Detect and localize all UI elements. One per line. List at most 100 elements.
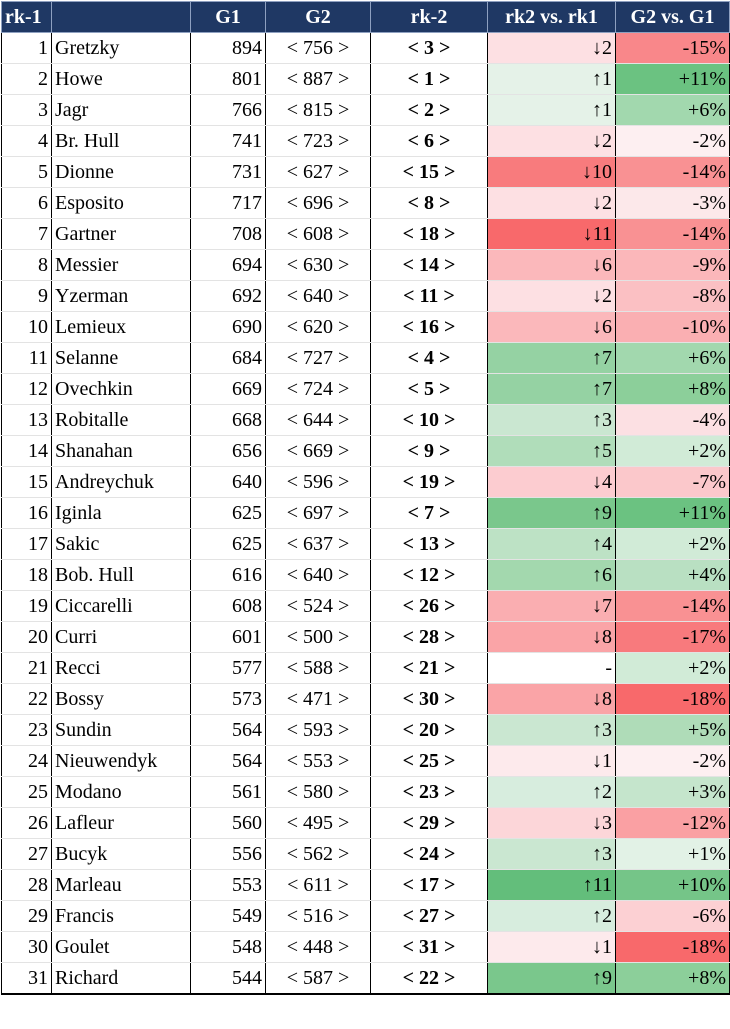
goal-change-cell: -4% (615, 404, 730, 436)
header-g2: G2 (265, 1, 371, 33)
player-name-cell: Sakic (51, 528, 191, 560)
player-name-cell: Andreychuk (51, 466, 191, 498)
table-row: 12 Ovechkin 669 < 724 > < 5 > ↑7 +8% (1, 373, 730, 405)
table-row: 7 Gartner 708 < 608 > < 18 > ↓11 -14% (1, 218, 730, 250)
rank-change-cell: ↑7 (487, 373, 616, 405)
g1-cell: 544 (190, 962, 266, 995)
g1-cell: 731 (190, 156, 266, 188)
rank-change-cell: ↑5 (487, 435, 616, 467)
g2-cell: < 727 > (265, 342, 371, 374)
g1-cell: 601 (190, 621, 266, 653)
rank-2-cell: < 3 > (370, 32, 488, 64)
g2-cell: < 640 > (265, 280, 371, 312)
player-name-cell: Gretzky (51, 32, 191, 64)
rank-cell: 9 (1, 280, 52, 312)
player-name-cell: Sundin (51, 714, 191, 746)
rank-change-cell: ↓2 (487, 280, 616, 312)
table-row: 16 Iginla 625 < 697 > < 7 > ↑9 +11% (1, 497, 730, 529)
g2-cell: < 723 > (265, 125, 371, 157)
table-row: 26 Lafleur 560 < 495 > < 29 > ↓3 -12% (1, 807, 730, 839)
table-header: rk-1 G1 G2 rk-2 rk2 vs. rk1 G2 vs. G1 (1, 1, 730, 33)
rank-2-cell: < 29 > (370, 807, 488, 839)
goal-change-cell: -2% (615, 125, 730, 157)
player-name-cell: Yzerman (51, 280, 191, 312)
table-row: 14 Shanahan 656 < 669 > < 9 > ↑5 +2% (1, 435, 730, 467)
g1-cell: 573 (190, 683, 266, 715)
rank-2-cell: < 24 > (370, 838, 488, 870)
table-row: 23 Sundin 564 < 593 > < 20 > ↑3 +5% (1, 714, 730, 746)
rank-cell: 11 (1, 342, 52, 374)
rank-change-cell: ↓1 (487, 745, 616, 777)
player-name-cell: Jagr (51, 94, 191, 126)
g1-cell: 694 (190, 249, 266, 281)
player-name-cell: Ciccarelli (51, 590, 191, 622)
player-name-cell: Bucyk (51, 838, 191, 870)
rank-2-cell: < 30 > (370, 683, 488, 715)
g2-cell: < 630 > (265, 249, 371, 281)
rank-cell: 1 (1, 32, 52, 64)
player-name-cell: Modano (51, 776, 191, 808)
rank-cell: 27 (1, 838, 52, 870)
rank-cell: 22 (1, 683, 52, 715)
g1-cell: 741 (190, 125, 266, 157)
g2-cell: < 627 > (265, 156, 371, 188)
g1-cell: 801 (190, 63, 266, 95)
rank-change-cell: ↑6 (487, 559, 616, 591)
rank-2-cell: < 2 > (370, 94, 488, 126)
table-row: 13 Robitalle 668 < 644 > < 10 > ↑3 -4% (1, 404, 730, 436)
g1-cell: 553 (190, 869, 266, 901)
goal-change-cell: +1% (615, 838, 730, 870)
g1-cell: 692 (190, 280, 266, 312)
g1-cell: 717 (190, 187, 266, 219)
g2-cell: < 611 > (265, 869, 371, 901)
rank-cell: 14 (1, 435, 52, 467)
table-row: 30 Goulet 548 < 448 > < 31 > ↓1 -18% (1, 931, 730, 963)
player-name-cell: Dionne (51, 156, 191, 188)
rank-cell: 7 (1, 218, 52, 250)
goal-change-cell: -9% (615, 249, 730, 281)
rank-2-cell: < 19 > (370, 466, 488, 498)
g2-cell: < 608 > (265, 218, 371, 250)
g1-cell: 564 (190, 745, 266, 777)
rank-cell: 12 (1, 373, 52, 405)
table-row: 17 Sakic 625 < 637 > < 13 > ↑4 +2% (1, 528, 730, 560)
rank-change-cell: ↑9 (487, 497, 616, 529)
goal-change-cell: -14% (615, 218, 730, 250)
rank-change-cell: ↑11 (487, 869, 616, 901)
goal-change-cell: -8% (615, 280, 730, 312)
player-name-cell: Lemieux (51, 311, 191, 343)
player-name-cell: Messier (51, 249, 191, 281)
g1-cell: 766 (190, 94, 266, 126)
header-rank-1: rk-1 (1, 1, 52, 33)
goal-change-cell: -10% (615, 311, 730, 343)
rank-change-cell: ↓8 (487, 621, 616, 653)
rank-change-cell: ↑7 (487, 342, 616, 374)
table-row: 5 Dionne 731 < 627 > < 15 > ↓10 -14% (1, 156, 730, 188)
rank-2-cell: < 11 > (370, 280, 488, 312)
g1-cell: 640 (190, 466, 266, 498)
g1-cell: 561 (190, 776, 266, 808)
rank-cell: 18 (1, 559, 52, 591)
player-name-cell: Lafleur (51, 807, 191, 839)
header-rank-change: rk2 vs. rk1 (487, 1, 616, 33)
g2-cell: < 887 > (265, 63, 371, 95)
rank-2-cell: < 6 > (370, 125, 488, 157)
g2-cell: < 516 > (265, 900, 371, 932)
rank-change-cell: ↓8 (487, 683, 616, 715)
rank-2-cell: < 31 > (370, 931, 488, 963)
g2-cell: < 580 > (265, 776, 371, 808)
rank-cell: 24 (1, 745, 52, 777)
goal-change-cell: -6% (615, 900, 730, 932)
header-row: rk-1 G1 G2 rk-2 rk2 vs. rk1 G2 vs. G1 (1, 1, 730, 33)
rank-cell: 26 (1, 807, 52, 839)
rank-cell: 3 (1, 94, 52, 126)
rank-2-cell: < 5 > (370, 373, 488, 405)
rank-cell: 29 (1, 900, 52, 932)
g1-cell: 608 (190, 590, 266, 622)
rank-2-cell: < 4 > (370, 342, 488, 374)
table-row: 9 Yzerman 692 < 640 > < 11 > ↓2 -8% (1, 280, 730, 312)
g1-cell: 668 (190, 404, 266, 436)
goal-change-cell: +5% (615, 714, 730, 746)
rank-cell: 5 (1, 156, 52, 188)
